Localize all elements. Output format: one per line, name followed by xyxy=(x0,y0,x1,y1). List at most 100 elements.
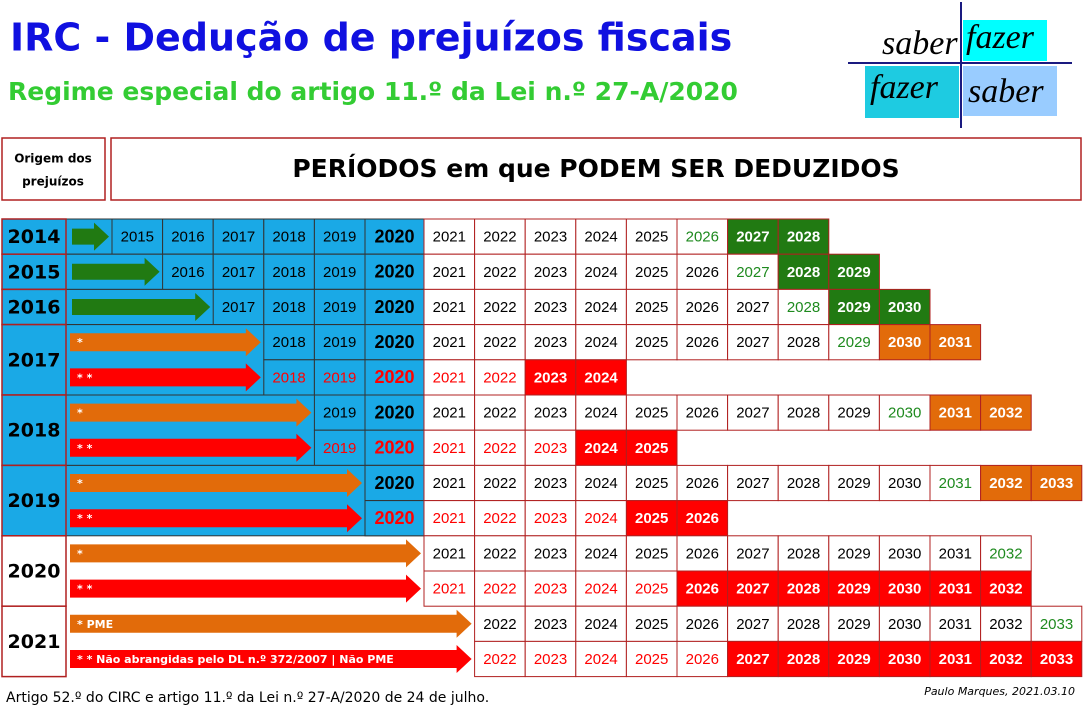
year-cell xyxy=(828,253,880,290)
year-cell xyxy=(423,500,476,537)
year-label: 2017 xyxy=(222,229,255,246)
year-cell xyxy=(676,500,729,537)
year-cell xyxy=(625,253,678,290)
year-cell xyxy=(676,640,729,678)
year-label: 2016 xyxy=(171,229,204,246)
subtitle: Regime especial do artigo 11.º da Lei n.… xyxy=(8,77,738,106)
year-label: 2020 xyxy=(374,297,414,317)
year-label: 2022 xyxy=(483,581,516,598)
year-label: 2033 xyxy=(1040,475,1073,492)
year-cell xyxy=(474,324,526,361)
year-label: 2030 xyxy=(888,299,921,316)
year-cell xyxy=(727,464,779,502)
year-cell xyxy=(364,218,425,255)
year-label: 2021 xyxy=(433,475,466,492)
year-label: 2032 xyxy=(989,581,1022,598)
logo-box xyxy=(963,20,1047,61)
year-label: 2027 xyxy=(736,299,769,316)
year-label: 2026 xyxy=(686,299,719,316)
year-cell xyxy=(828,535,880,572)
year-label: 2028 xyxy=(787,299,820,316)
year-cell xyxy=(625,570,678,607)
year-label: 2032 xyxy=(989,475,1022,492)
year-label: 2023 xyxy=(534,229,567,246)
logo-word: fazer xyxy=(966,19,1035,56)
year-label: 2022 xyxy=(483,264,516,281)
year-label: 2024 xyxy=(584,334,617,351)
year-label: 2025 xyxy=(635,229,668,246)
year-label: 2019 xyxy=(323,299,356,316)
periods-header-box xyxy=(110,137,1082,201)
year-cell xyxy=(727,535,779,572)
year-cell xyxy=(878,324,931,361)
year-cell xyxy=(828,394,880,431)
year-label: 2027 xyxy=(736,264,769,281)
year-cell xyxy=(474,500,526,537)
year-cell xyxy=(474,394,526,431)
year-label: 2020 xyxy=(374,473,414,493)
year-cell xyxy=(676,464,729,502)
origin-year: 2019 xyxy=(8,490,61,512)
year-label: 2029 xyxy=(837,299,870,316)
year-label: 2024 xyxy=(584,229,617,246)
year-label: 2023 xyxy=(534,334,567,351)
year-label: 2021 xyxy=(433,264,466,281)
year-cell xyxy=(625,394,678,431)
year-label: 2018 xyxy=(272,229,305,246)
year-label: 2030 xyxy=(888,475,921,492)
year-label: 2019 xyxy=(323,369,356,386)
year-label: 2029 xyxy=(837,405,870,422)
year-label: 2020 xyxy=(374,367,414,387)
year-label: 2026 xyxy=(686,651,719,668)
year-label: 2028 xyxy=(787,581,820,598)
year-cell xyxy=(575,324,627,361)
year-cell xyxy=(423,570,476,607)
year-label: 2027 xyxy=(736,545,769,562)
year-label: 2023 xyxy=(534,369,567,386)
year-cell xyxy=(828,640,880,678)
year-cell xyxy=(474,570,526,607)
year-cell xyxy=(777,218,830,255)
year-label: 2029 xyxy=(837,475,870,492)
year-cell xyxy=(474,535,526,572)
year-label: 2025 xyxy=(635,334,668,351)
year-label: 2023 xyxy=(534,545,567,562)
year-cell xyxy=(364,324,425,361)
year-label: 2033 xyxy=(1040,651,1073,668)
arrow-label: * * xyxy=(77,442,93,455)
year-cell xyxy=(676,288,729,326)
year-label: 2015 xyxy=(121,229,154,246)
year-label: 2027 xyxy=(736,616,769,633)
year-cell xyxy=(980,570,1032,607)
year-label: 2021 xyxy=(433,440,466,457)
year-cell xyxy=(777,394,830,431)
year-label: 2024 xyxy=(584,369,618,386)
year-label: 2027 xyxy=(736,475,769,492)
year-cell xyxy=(364,500,425,537)
year-cell xyxy=(727,218,779,255)
year-label: 2022 xyxy=(483,475,516,492)
arrow xyxy=(70,574,421,603)
year-cell xyxy=(524,359,577,396)
arrow-label: * * xyxy=(77,583,93,596)
logo-word: saber xyxy=(882,25,958,62)
year-cell xyxy=(313,253,366,290)
logo-word: saber xyxy=(968,73,1044,110)
year-cell xyxy=(474,605,526,642)
year-cell xyxy=(474,288,526,326)
year-label: 2022 xyxy=(483,299,516,316)
year-cell xyxy=(777,570,830,607)
year-label: 2022 xyxy=(483,545,516,562)
year-label: 2026 xyxy=(686,545,719,562)
year-label: 2026 xyxy=(686,510,719,527)
year-label: 2029 xyxy=(837,581,870,598)
year-cell xyxy=(313,359,366,396)
year-label: 2019 xyxy=(323,334,356,351)
year-label: 2026 xyxy=(686,475,719,492)
origin-year: 2016 xyxy=(8,297,61,319)
year-cell xyxy=(878,464,931,502)
arrow-label: * * xyxy=(77,512,93,525)
year-label: 2028 xyxy=(787,651,820,668)
year-cell xyxy=(980,640,1032,678)
year-label: 2030 xyxy=(888,334,921,351)
